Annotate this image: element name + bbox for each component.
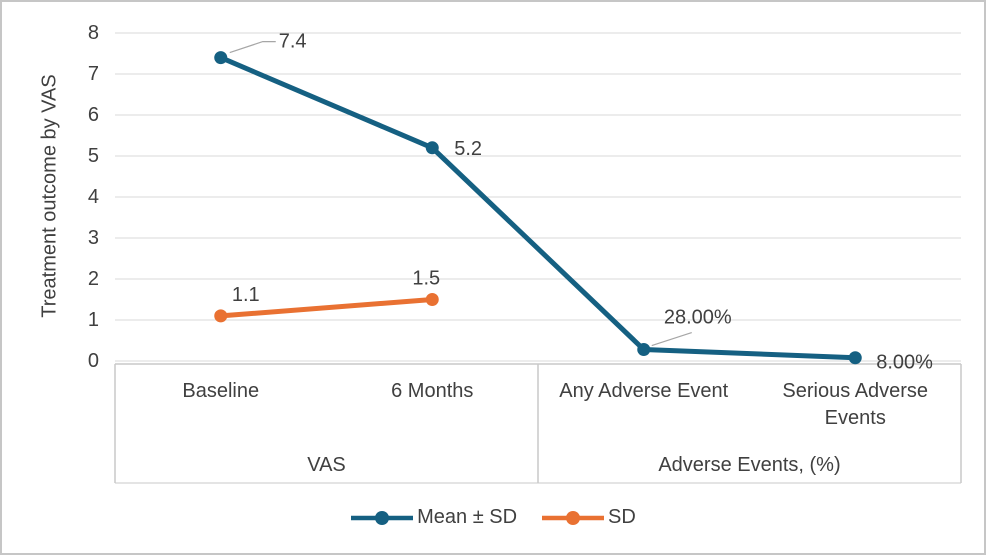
data-label: 28.00% (664, 307, 732, 329)
legend-label: SD (608, 506, 636, 528)
data-label: 1.1 (232, 284, 260, 306)
axis-group-label-vas: VAS (307, 454, 346, 476)
y-tick-label: 6 (88, 104, 99, 126)
data-label: 8.00% (876, 352, 933, 374)
y-tick-label: 3 (88, 227, 99, 249)
data-label: 5.2 (454, 138, 482, 160)
data-label: 1.5 (412, 268, 440, 290)
data-point-marker (425, 141, 439, 155)
legend-item-mean-sd: Mean ± SD (350, 506, 517, 529)
data-point-marker (848, 351, 862, 365)
y-axis-title: Treatment outcome by VAS (38, 74, 61, 318)
y-tick-label: 8 (88, 22, 99, 44)
legend-line-marker-icon (351, 510, 414, 525)
data-point-marker (425, 293, 439, 306)
data-point-marker (214, 51, 228, 65)
y-tick-label: 4 (88, 186, 99, 208)
axis-group-label-adverse-events: Adverse Events, (%) (658, 454, 841, 476)
data-label-leader-line (229, 40, 276, 54)
legend-label: Mean ± SD (417, 506, 518, 528)
category-label: Baseline (182, 380, 260, 402)
data-point-marker (214, 309, 228, 323)
y-tick-label: 2 (88, 268, 99, 290)
category-label: Serious Adverse Events (782, 380, 929, 429)
legend-line-marker-icon (542, 510, 605, 525)
y-tick-label: 0 (88, 350, 99, 372)
legend-item-sd: SD (541, 506, 636, 529)
data-label-leader-line (651, 331, 692, 347)
data-point-marker (637, 343, 651, 357)
y-tick-label: 5 (88, 145, 99, 167)
series-line-sd (218, 297, 435, 319)
category-label: Any Adverse Event (559, 380, 729, 402)
category-label: 6 Months (391, 380, 474, 402)
y-tick-label: 7 (88, 63, 99, 85)
series-line-mean-sd (218, 55, 858, 361)
chart-legend: Mean ± SD SD (2, 506, 984, 529)
data-label: 7.4 (279, 31, 307, 53)
y-tick-label: 1 (88, 309, 99, 331)
